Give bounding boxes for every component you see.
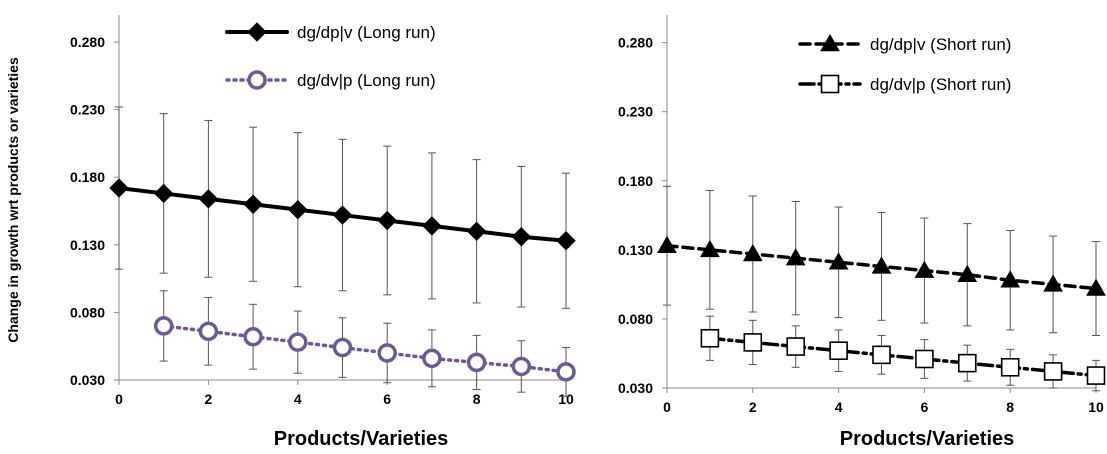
x-tick-label: 2 — [205, 391, 213, 407]
data-point — [872, 345, 891, 365]
legend-marker — [820, 33, 840, 52]
legend-label: dg/dv|p (Short run) — [870, 75, 1011, 94]
data-point — [288, 332, 308, 352]
data-point — [466, 221, 487, 242]
data-point — [243, 326, 263, 347]
y-tick-label: 0.280 — [70, 34, 105, 50]
legend-item-1: dg/dp|v (Long run) — [225, 22, 436, 42]
x-tick-label: 6 — [383, 391, 391, 407]
data-point — [556, 362, 576, 382]
data-point — [332, 337, 353, 358]
data-point — [871, 256, 892, 274]
data-point — [511, 356, 532, 377]
series-line — [708, 336, 1098, 378]
y-tick-label: 0.080 — [618, 311, 653, 327]
data-point — [332, 205, 353, 225]
data-point — [243, 194, 263, 214]
legend-marker — [820, 74, 840, 94]
x-tick-label: 10 — [1088, 399, 1104, 415]
data-point — [466, 352, 487, 373]
data-point — [700, 328, 720, 348]
data-point — [153, 183, 174, 204]
x-axis-title: Products/Varieties — [840, 428, 1015, 450]
data-point — [198, 321, 219, 342]
data-point — [742, 243, 763, 262]
x-tick-label: 10 — [558, 391, 574, 407]
plot-area: 0.030 0.080 0.130 0.180 0.230 0.280 0 2 4 6 8 10 — [618, 15, 1106, 415]
data-point — [198, 189, 219, 209]
data-point — [914, 260, 935, 278]
y-tick-label: 0.180 — [70, 169, 105, 185]
series-1 — [657, 185, 1106, 337]
x-axis-title: Products/Varieties — [274, 428, 449, 450]
legend-short-run: dg/dp|v (Short run) dg/dv|p (Short run) — [798, 33, 1011, 94]
data-point — [786, 337, 806, 356]
data-point — [1086, 278, 1106, 296]
x-tick-label: 4 — [835, 399, 843, 415]
x-tick-label: 4 — [294, 391, 302, 407]
y-tick-label: 0.280 — [618, 35, 653, 51]
y-axis-title: Change in growth wrt products or varieti… — [5, 57, 21, 343]
data-point — [422, 348, 442, 369]
y-tick-label: 0.030 — [618, 380, 653, 396]
data-point — [109, 178, 129, 198]
data-point — [957, 264, 978, 282]
series-line — [161, 324, 568, 374]
y-tick-label: 0.180 — [618, 173, 653, 189]
y-tick-label: 0.030 — [70, 372, 105, 388]
data-point — [288, 199, 308, 220]
data-point — [829, 341, 848, 361]
data-point — [1000, 270, 1021, 288]
data-point — [1043, 362, 1063, 381]
legend-item-2: dg/dv|p (Long run) — [225, 70, 436, 90]
legend-item-2: dg/dv|p (Short run) — [798, 74, 1011, 94]
y-tick-label: 0.230 — [70, 102, 105, 118]
legend-label: dg/dp|v (Short run) — [870, 35, 1011, 54]
data-point — [1086, 366, 1106, 385]
legend-label: dg/dp|v (Long run) — [297, 23, 436, 42]
legend-marker — [247, 22, 267, 42]
y-tick-label: 0.130 — [70, 237, 105, 253]
data-point — [511, 226, 532, 247]
legend-item-1: dg/dp|v (Short run) — [798, 33, 1011, 54]
data-point — [657, 235, 677, 253]
data-point — [1000, 357, 1020, 377]
y-tick-label: 0.230 — [618, 104, 653, 120]
legend-label: dg/dv|p (Long run) — [297, 71, 436, 90]
data-point — [743, 333, 763, 352]
data-point — [153, 316, 174, 336]
data-point — [1043, 274, 1063, 292]
x-tick-label: 0 — [663, 399, 671, 415]
data-point — [915, 349, 934, 369]
data-point — [957, 353, 977, 373]
chart-long-run: 0.030 0.080 0.130 0.180 0.230 0.280 0 2 4 6 8 10 dg… — [5, 15, 576, 450]
y-tick-label: 0.080 — [70, 304, 105, 320]
x-tick-label: 2 — [749, 399, 757, 415]
series-2 — [700, 315, 1106, 392]
data-point — [422, 216, 442, 236]
legend-long-run: dg/dp|v (Long run) dg/dv|p (Long run) — [225, 22, 436, 90]
chart-short-run: 0.030 0.080 0.130 0.180 0.230 0.280 0 2 4 6 8 10 dg… — [618, 15, 1106, 450]
data-point — [785, 248, 806, 266]
x-tick-label: 8 — [473, 391, 481, 407]
x-tick-label: 0 — [115, 391, 123, 407]
plot-area: 0.030 0.080 0.130 0.180 0.230 0.280 0 2 4 6 8 10 — [70, 15, 576, 407]
data-point — [700, 239, 720, 258]
data-point — [377, 210, 397, 231]
data-point — [828, 252, 849, 270]
data-point — [556, 231, 576, 251]
y-tick-label: 0.130 — [618, 242, 653, 258]
series-2 — [153, 290, 576, 397]
x-tick-label: 8 — [1006, 399, 1014, 415]
series-1 — [109, 106, 576, 309]
data-point — [377, 343, 397, 363]
x-tick-label: 6 — [921, 399, 929, 415]
legend-marker — [247, 70, 267, 90]
